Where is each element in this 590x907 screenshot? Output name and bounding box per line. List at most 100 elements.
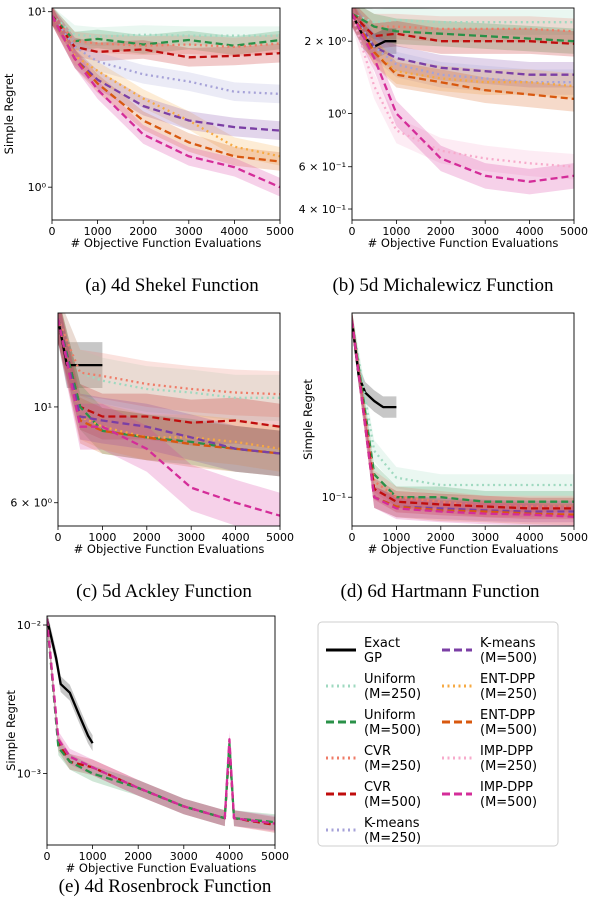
- y-tick-label-b-0: 4 × 10⁻¹: [299, 203, 346, 216]
- x-tick-label-a-2: 2000: [129, 225, 157, 238]
- y-tick-label-c-1: 10¹: [34, 401, 52, 414]
- band-c-0: [58, 313, 103, 388]
- legend-label-3-line1: CVR: [364, 744, 391, 759]
- legend-label-8-line1: ENT-DPP: [480, 708, 535, 723]
- chart-panel-b: 0 1000 2000 3000 4000 5000 4 × 10⁻¹ 6 × 10⁻¹ 10⁰…: [299, 7, 588, 296]
- chart-panel-a: 0 1000 2000 3000 4000 5000 10⁰ 10¹ # Objective F…: [2, 6, 294, 296]
- x-tick-label-b-1: 1000: [382, 225, 410, 238]
- series-line-b-3: [352, 12, 574, 45]
- x-tick-label-a-1: 1000: [84, 225, 112, 238]
- x-axis-label-e: # Objective Function Evaluations: [66, 861, 257, 875]
- x-tick-label-a-3: 3000: [175, 225, 203, 238]
- x-tick-label-a-0: 0: [49, 225, 56, 238]
- legend-label-3-line2: (M=250): [364, 759, 421, 774]
- x-tick-label-e-5: 5000: [261, 850, 289, 863]
- x-tick-label-b-5: 5000: [560, 225, 588, 238]
- axes-frame-d: [351, 312, 575, 527]
- legend-label-6-line1: K-means: [480, 636, 536, 651]
- legend-label-4-line1: CVR: [364, 780, 391, 795]
- band-b-2: [352, 8, 574, 54]
- legend: ExactGPUniform(M=250)Uniform(M=500)CVR(M…: [317, 621, 559, 847]
- legend-label-2-line1: Uniform: [364, 708, 416, 723]
- series-line-c-7: [58, 318, 280, 455]
- band-a-3: [52, 8, 280, 67]
- band-e-2: [47, 616, 275, 831]
- band-c-6: [58, 313, 280, 477]
- caption-c: (c) 5d Ackley Function: [76, 581, 252, 602]
- x-tick-label-c-0: 0: [55, 531, 62, 544]
- series-line-c-6: [58, 318, 280, 455]
- series-line-e-0: [47, 618, 94, 744]
- x-axis-label-c: # Objective Function Evaluations: [74, 542, 265, 556]
- series-line-a-4: [52, 14, 280, 96]
- legend-label-4-line2: (M=500): [364, 795, 421, 810]
- series-line-a-8: [52, 15, 280, 189]
- series-line-c-2: [58, 318, 280, 396]
- band-a-5: [52, 8, 280, 166]
- series-line-d-7: [352, 320, 574, 518]
- x-tick-label-e-3: 3000: [170, 850, 198, 863]
- band-a-0: [52, 8, 280, 47]
- band-b-8: [352, 8, 574, 112]
- band-c-4: [58, 313, 280, 477]
- plot-area-d: [352, 313, 574, 526]
- y-tick-label-e-0: 10⁻³: [17, 768, 41, 781]
- x-tick-label-c-4: 4000: [222, 531, 250, 544]
- series-line-b-2: [352, 12, 574, 43]
- caption-e: (e) 4d Rosenbrock Function: [59, 876, 272, 897]
- x-tick-label-c-5: 5000: [266, 531, 294, 544]
- x-tick-label-a-5: 5000: [266, 225, 294, 238]
- x-tick-label-b-4: 4000: [516, 225, 544, 238]
- x-tick-label-d-1: 1000: [382, 531, 410, 544]
- band-a-8: [52, 8, 280, 197]
- x-tick-label-c-3: 3000: [177, 531, 205, 544]
- x-axis-label-a: # Objective Function Evaluations: [71, 236, 262, 250]
- chart-panel-c: 0 1000 2000 3000 4000 5000 6 × 10⁰ 10¹ # Objecti…: [10, 312, 294, 602]
- y-axis-label-a: Simple Regret: [2, 73, 16, 154]
- legend-label-6-line2: (M=500): [480, 651, 537, 666]
- band-a-1: [52, 8, 280, 55]
- legend-box: [317, 621, 559, 847]
- legend-label-1-line2: (M=250): [364, 687, 421, 702]
- legend-label-7-line1: ENT-DPP: [480, 672, 535, 687]
- legend-label-7-line2: (M=250): [480, 687, 537, 702]
- band-b-10: [352, 8, 574, 195]
- band-b-7: [352, 8, 574, 99]
- band-d-4: [352, 313, 574, 520]
- plot-area-c: [58, 313, 280, 526]
- y-tick-label-b-2: 10⁰: [328, 107, 347, 120]
- chart-panel-d: 0 1000 2000 3000 4000 5000 10⁻¹ # Objective Fun…: [301, 312, 588, 602]
- chart-panel-e: 0 1000 2000 3000 4000 5000 10⁻³ 10⁻² # Objective…: [4, 615, 289, 897]
- band-d-1: [352, 313, 574, 496]
- series-line-b-6: [352, 13, 574, 84]
- series-line-b-10: [352, 13, 574, 183]
- series-line-a-2: [52, 14, 280, 49]
- x-tick-label-a-4: 4000: [220, 225, 248, 238]
- y-tick-label-a-0: 10⁰: [28, 181, 47, 194]
- legend-label-2-line2: (M=500): [364, 723, 421, 738]
- band-d-2: [352, 313, 574, 513]
- x-tick-label-d-2: 2000: [427, 531, 455, 544]
- x-tick-label-c-1: 1000: [88, 531, 116, 544]
- y-tick-label-d-0: 10⁻¹: [322, 491, 346, 504]
- x-tick-label-e-4: 4000: [215, 850, 243, 863]
- y-axis-label-d: Simple Regret: [301, 379, 315, 460]
- x-tick-label-b-3: 3000: [471, 225, 499, 238]
- y-tick-label-e-1: 10⁻²: [17, 619, 41, 632]
- legend-label-5-line2: (M=250): [364, 831, 421, 846]
- x-axis-label-b: # Objective Function Evaluations: [368, 236, 559, 250]
- series-line-a-5: [52, 15, 280, 158]
- legend-label-0-line1: Exact: [364, 636, 400, 651]
- band-d-7: [352, 313, 574, 526]
- y-tick-label-c-0: 6 × 10⁰: [10, 497, 52, 510]
- y-tick-label-b-3: 2 × 10⁰: [304, 35, 346, 48]
- band-a-7: [52, 8, 280, 171]
- x-tick-label-b-0: 0: [349, 225, 356, 238]
- plot-area-a: [52, 8, 280, 197]
- legend-label-1-line1: Uniform: [364, 672, 416, 687]
- band-b-5: [352, 8, 574, 88]
- axes-frame-e: [46, 615, 276, 846]
- band-a-2: [52, 8, 280, 57]
- x-tick-label-e-1: 1000: [79, 850, 107, 863]
